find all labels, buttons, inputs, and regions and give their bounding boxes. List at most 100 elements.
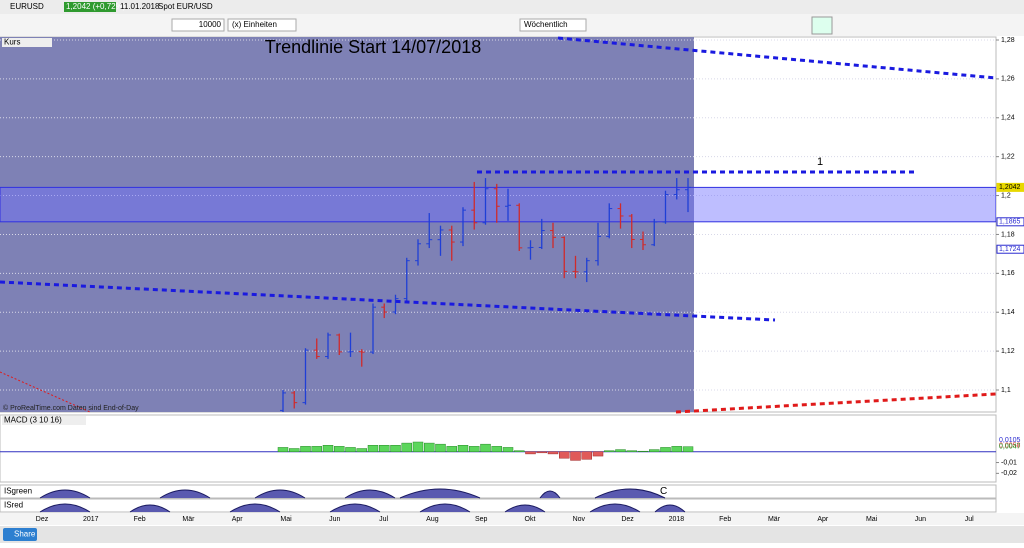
macd-bar	[334, 446, 345, 452]
unit: (x) Einheiten	[232, 20, 277, 29]
top-bar	[0, 0, 1024, 14]
trend-line	[557, 36, 997, 80]
marker-label: 1	[817, 156, 823, 168]
macd-bar	[660, 447, 671, 452]
price-tag-label: 1,1724	[999, 246, 1021, 253]
trend-line	[0, 280, 776, 322]
share-label: Share	[14, 530, 36, 539]
x-tick-label: Jul	[379, 516, 388, 523]
x-tick-label: Nov	[573, 516, 586, 523]
x-tick-label: Dez	[36, 516, 49, 523]
macd-bar	[570, 451, 581, 461]
quantity: 10000	[199, 20, 222, 29]
panel-title: Kurs	[4, 38, 20, 47]
panel-title: MACD (3 10 16)	[4, 416, 62, 425]
x-tick-label: Dez	[621, 516, 634, 523]
macd-bar	[536, 451, 547, 454]
y-tick-label: 1,1	[1001, 387, 1011, 394]
macd-bar	[469, 446, 480, 452]
macd-bar	[367, 445, 379, 452]
bottom-bar	[0, 526, 1024, 543]
x-axis: Dez 2017 Feb Mär Apr Mai Jun Jul Aug Sep Okt Nov Dez…	[36, 516, 974, 523]
macd-bar	[547, 451, 559, 455]
quantity-field[interactable]	[171, 18, 225, 32]
y-tick-label: 1,2	[1001, 192, 1011, 199]
x-tick-label: Feb	[719, 516, 731, 523]
macd-bar	[311, 446, 322, 452]
macd-bar	[592, 451, 604, 457]
x-tick-label: Jul	[965, 516, 974, 523]
annotation: C	[660, 486, 667, 497]
x-tick-label: Mär	[768, 516, 781, 523]
macd-bar	[626, 450, 637, 452]
zone	[0, 186, 996, 223]
x-tick-label: Okt	[525, 516, 536, 523]
isgreen-waves	[39, 488, 666, 499]
macd-bar	[559, 451, 570, 459]
symbol[interactable]: EURUSD	[10, 2, 44, 11]
panel-header	[2, 416, 86, 425]
price-tag-label: 1,1865	[999, 219, 1021, 226]
share-button[interactable]	[3, 528, 37, 541]
y-tick-label: 1,22	[1001, 154, 1015, 161]
macd-bar	[289, 448, 300, 452]
x-tick-label: Jun	[329, 516, 340, 523]
x-tick-label: Apr	[232, 516, 244, 523]
macd-bar	[412, 441, 424, 452]
price-tag	[996, 244, 1024, 254]
x-tick-label: Mär	[182, 516, 195, 523]
x-tick-label: Apr	[817, 516, 829, 523]
macd-bar	[649, 449, 660, 452]
macd-bar	[356, 448, 367, 452]
price-tag	[996, 182, 1024, 192]
x-tick-label: Feb	[134, 516, 146, 523]
macd-bar	[615, 449, 626, 452]
x-tick-label: 2017	[83, 516, 99, 523]
macd-bar	[457, 445, 469, 452]
period-select[interactable]	[519, 18, 587, 32]
macd-bar	[390, 445, 401, 452]
macd-bar	[525, 451, 536, 455]
date: 11.01.2018	[120, 2, 160, 11]
x-tick-label: Jun	[915, 516, 926, 523]
unit-select[interactable]	[227, 18, 297, 32]
annotation: Trendlinie Start 14/07/2018	[265, 37, 481, 57]
macd-bar	[637, 450, 649, 452]
macd-bar	[435, 443, 446, 452]
shaded-region	[0, 37, 694, 412]
macd-bar	[502, 447, 514, 452]
period: Wöchentlich	[524, 20, 568, 29]
macd-bar	[682, 446, 694, 452]
x-tick-label: Mai	[866, 516, 878, 523]
panel-title: ISgreen	[4, 487, 32, 496]
isgreen-panel	[0, 484, 997, 499]
copyright: © ProRealTime.com Daten sind End-of-Day	[3, 404, 139, 412]
price-tag-label: 1,2042	[999, 184, 1021, 191]
isred-waves	[39, 503, 686, 513]
y-tick-label: 1,24	[1001, 115, 1015, 122]
macd-plot	[0, 441, 996, 461]
x-tick-label: Sep	[475, 516, 488, 523]
y-tick-label: 1,16	[1001, 270, 1015, 277]
panel-header	[2, 38, 52, 47]
macd-bar	[671, 446, 682, 452]
quote: 1,2042 (+0,72%)	[66, 2, 126, 11]
price-tag-label: 0,0105	[999, 437, 1021, 444]
y-tick-label: -0,02	[1001, 470, 1017, 477]
macd-bar	[345, 447, 356, 452]
panel-title: ISred	[4, 501, 23, 510]
time-axis	[0, 513, 1024, 525]
price-tag-label: 0,0047	[999, 444, 1021, 451]
price-plot	[0, 39, 996, 412]
chart-type-button[interactable]	[811, 16, 833, 35]
x-tick-label: Mai	[280, 516, 292, 523]
macd-bar	[401, 442, 412, 452]
macd-bar	[424, 442, 435, 452]
macd-bar	[322, 445, 334, 452]
price-tag-label: 0,0058	[999, 442, 1021, 449]
macd-bar	[514, 450, 525, 452]
y-tick-label: 1,28	[1001, 37, 1015, 44]
macd-bar	[480, 443, 491, 452]
